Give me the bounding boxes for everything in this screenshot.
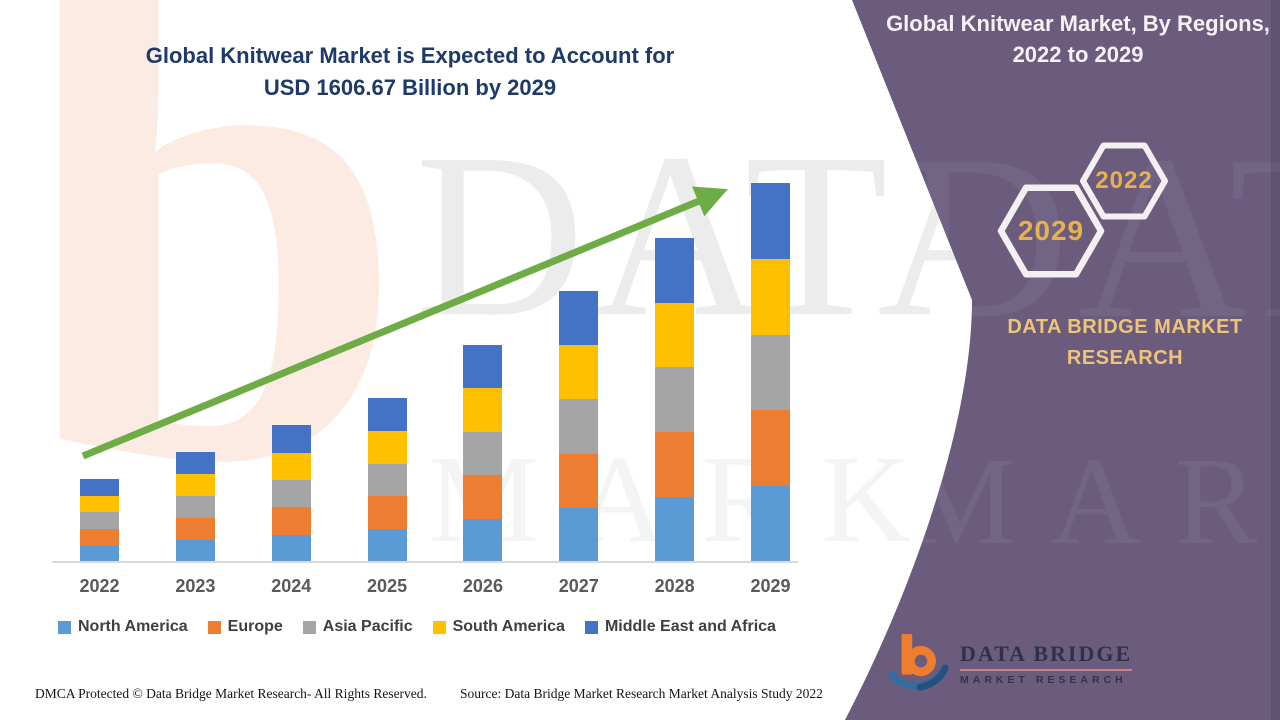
x-axis-label-2028: 2028 (654, 576, 695, 596)
legend-label-middle-east-and-africa: Middle East and Africa (604, 618, 776, 635)
chart-main-title-line2: USD 1606.67 Billion by 2029 (263, 75, 557, 100)
bar-segment-middle-east-and-africa-2022 (80, 479, 119, 496)
panel-title-line1: Global Knitwear Market, By Regions, (886, 11, 1270, 36)
bar-segment-europe-2022 (80, 529, 119, 546)
bar-segment-europe-2026 (463, 475, 503, 519)
legend-label-north-america: North America (78, 618, 188, 635)
panel-ghost-watermark-2: MARKET RESEARCH (905, 433, 1280, 571)
bar-segment-europe-2023 (175, 518, 215, 541)
x-axis-label-2022: 2022 (79, 576, 120, 596)
bar-segment-europe-2024 (271, 507, 311, 535)
bar-segment-north-america-2029 (751, 486, 791, 562)
bar-segment-middle-east-and-africa-2023 (175, 452, 215, 475)
x-axis-label-2029: 2029 (750, 576, 791, 596)
bar-segment-asia-pacific-2025 (367, 463, 407, 497)
bar-segment-middle-east-and-africa-2028 (655, 237, 695, 303)
bar-segment-south-america-2029 (751, 258, 791, 335)
footer-source-text: Source: Data Bridge Market Research Mark… (460, 686, 823, 701)
bar-segment-middle-east-and-africa-2029 (751, 183, 791, 259)
hexagon-2029-icon (997, 184, 1105, 278)
purple-panel-shape (845, 0, 1280, 720)
panel-ghost-watermark-1: DATA BRIDGE (900, 107, 1280, 367)
panel-brand-line2: RESEARCH (1066, 347, 1184, 369)
bar-segment-south-america-2025 (367, 430, 407, 464)
bar-segment-europe-2025 (367, 496, 407, 530)
chart-legend: North America Europe Asia Pacific South Ame… (58, 618, 838, 636)
legend-swatch-south-america (432, 620, 446, 634)
footer-dmca-text: DMCA Protected © Data Bridge Market Rese… (35, 686, 427, 701)
hexagon-year-2029-label: 2029 (1017, 215, 1085, 246)
bar-segment-south-america-2023 (175, 474, 215, 497)
panel-title: Global Knitwear Market, By Regions, 2022… (880, 8, 1276, 70)
bar-segment-asia-pacific-2022 (80, 512, 119, 529)
bar-segment-south-america-2022 (80, 495, 119, 513)
x-axis-label-2025: 2025 (367, 576, 408, 596)
bar-segment-middle-east-and-africa-2027 (559, 290, 599, 345)
bar-segment-middle-east-and-africa-2025 (367, 398, 407, 431)
bar-segment-south-america-2027 (559, 345, 599, 400)
legend-item-asia-pacific: Asia Pacific (302, 618, 413, 636)
dbmr-logo: DATA BRIDGE MARKET RESEARCH (888, 632, 1133, 694)
bar-segment-asia-pacific-2028 (655, 367, 695, 433)
bar-segment-south-america-2028 (655, 302, 695, 368)
legend-item-middle-east-and-africa: Middle East and Africa (584, 618, 776, 636)
bar-segment-north-america-2028 (655, 497, 695, 562)
bar-segment-europe-2027 (559, 453, 599, 508)
bar-segment-south-america-2024 (271, 452, 311, 480)
panel-brand-text: DATA BRIDGE MARKET RESEARCH (965, 312, 1280, 374)
legend-label-south-america: South America (452, 618, 565, 635)
legend-swatch-europe (207, 620, 221, 634)
bar-segment-north-america-2022 (80, 545, 119, 562)
dbmr-logo-b-icon (888, 633, 949, 691)
bar-segment-asia-pacific-2026 (463, 431, 503, 476)
panel-brand-line1: DATA BRIDGE MARKET (1007, 316, 1243, 338)
chart-main-title: Global Knitwear Market is Expected to Ac… (70, 40, 750, 104)
purple-side-panel (845, 0, 1280, 720)
x-axis-label-2027: 2027 (558, 576, 599, 596)
legend-label-europe: Europe (227, 618, 283, 635)
x-axis-label-2026: 2026 (462, 576, 503, 596)
panel-title-line2: 2022 to 2029 (1012, 42, 1144, 67)
hexagon-year-2022-label: 2022 (1095, 167, 1153, 194)
bar-segment-north-america-2024 (271, 534, 311, 562)
x-axis-label-2024: 2024 (271, 576, 312, 596)
bar-segment-europe-2028 (655, 432, 695, 498)
bar-segment-north-america-2026 (463, 518, 503, 562)
bar-segment-north-america-2027 (559, 507, 599, 562)
bar-segment-asia-pacific-2023 (175, 496, 215, 519)
x-axis-label-2023: 2023 (175, 576, 216, 596)
logo-subtitle-text: MARKET RESEARCH (960, 673, 1127, 686)
bar-segment-asia-pacific-2027 (559, 399, 599, 454)
panel-right-edge-strip (1271, 0, 1280, 720)
bar-segment-north-america-2025 (367, 529, 407, 562)
logo-name-text: DATA BRIDGE (960, 641, 1133, 671)
legend-item-north-america: North America (58, 618, 188, 636)
legend-item-south-america: South America (432, 618, 565, 636)
legend-swatch-middle-east-and-africa (584, 620, 598, 634)
legend-label-asia-pacific: Asia Pacific (322, 618, 413, 635)
bar-segment-north-america-2023 (175, 540, 215, 562)
x-axis-line (52, 561, 798, 563)
bar-segment-south-america-2026 (463, 388, 503, 432)
chart-main-title-line1: Global Knitwear Market is Expected to Ac… (145, 43, 675, 68)
bar-segment-middle-east-and-africa-2026 (463, 345, 503, 389)
bar-segment-europe-2029 (751, 410, 791, 487)
legend-item-europe: Europe (207, 618, 283, 636)
bar-segment-asia-pacific-2029 (751, 334, 791, 411)
bar-segment-asia-pacific-2024 (271, 479, 311, 508)
bar-segment-middle-east-and-africa-2024 (271, 425, 311, 453)
hexagon-2022-icon (1080, 142, 1168, 220)
legend-swatch-north-america (58, 620, 71, 634)
legend-swatch-asia-pacific (302, 620, 316, 634)
